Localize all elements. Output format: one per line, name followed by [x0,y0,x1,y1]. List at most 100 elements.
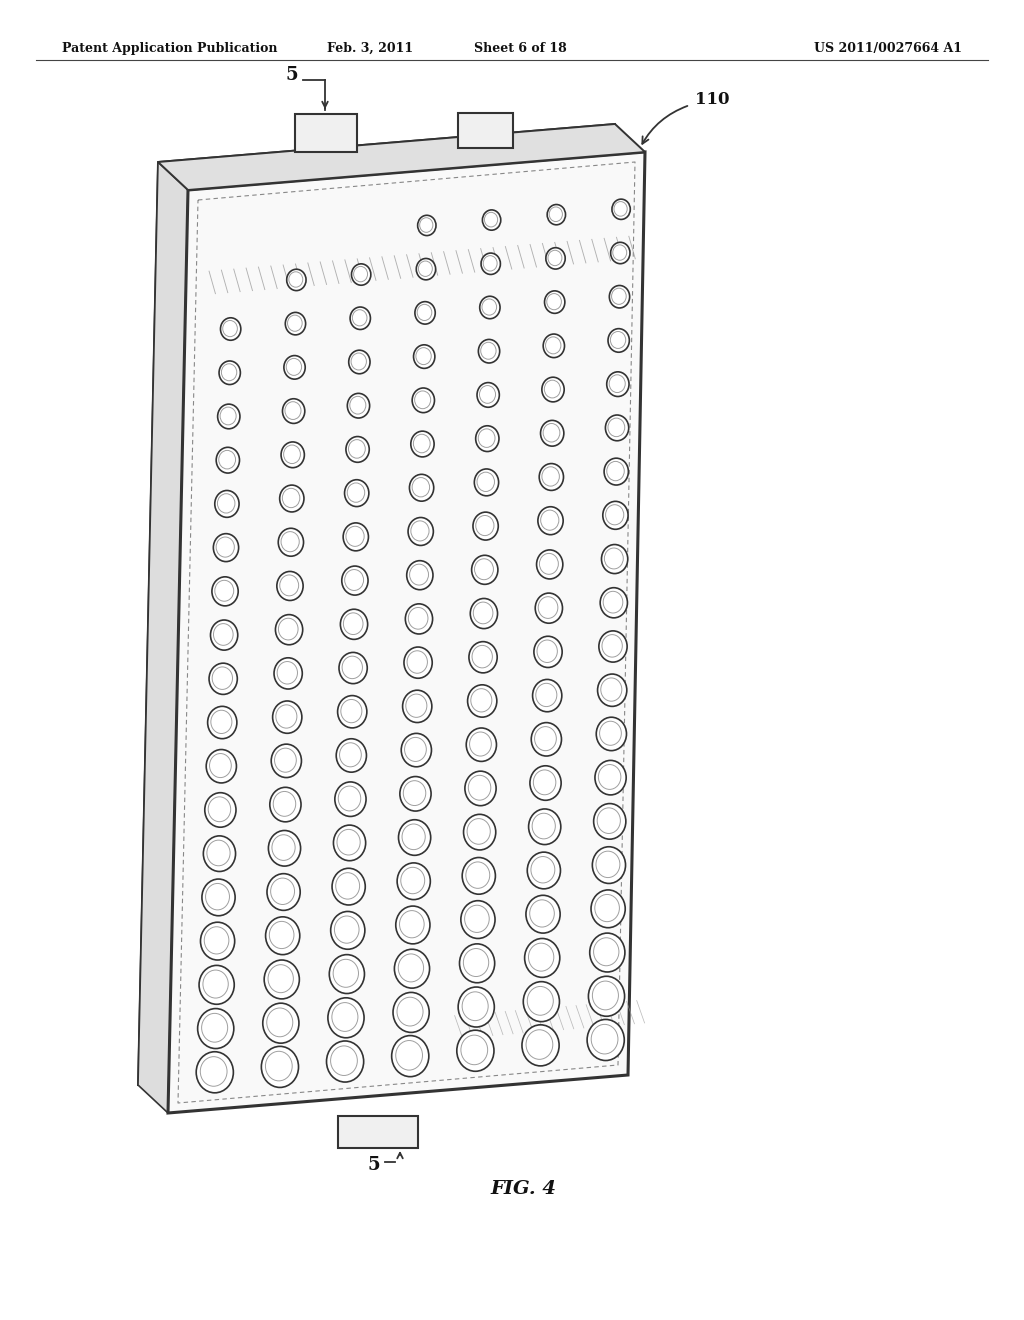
Ellipse shape [397,863,430,900]
Ellipse shape [402,690,432,722]
Ellipse shape [220,318,241,341]
Ellipse shape [275,615,303,644]
Ellipse shape [606,372,629,396]
Ellipse shape [541,420,564,446]
Ellipse shape [460,944,495,983]
Ellipse shape [281,442,304,467]
Ellipse shape [478,339,500,363]
Ellipse shape [401,734,431,767]
Ellipse shape [393,993,429,1032]
Ellipse shape [457,1030,494,1072]
Ellipse shape [351,264,371,285]
Ellipse shape [464,814,496,850]
Polygon shape [138,124,615,1085]
Ellipse shape [218,404,240,429]
Ellipse shape [211,620,238,651]
Ellipse shape [286,313,305,335]
Ellipse shape [406,603,432,634]
Ellipse shape [219,360,241,384]
Ellipse shape [276,572,303,601]
Ellipse shape [339,652,368,684]
Ellipse shape [600,587,628,618]
Ellipse shape [212,577,239,606]
Ellipse shape [331,911,365,949]
Ellipse shape [413,388,434,413]
Ellipse shape [545,290,565,313]
Ellipse shape [280,484,304,512]
Ellipse shape [610,243,630,264]
Ellipse shape [595,760,626,795]
Ellipse shape [609,285,630,308]
Ellipse shape [527,853,560,888]
Ellipse shape [470,598,498,628]
Ellipse shape [418,215,436,235]
Ellipse shape [272,701,302,734]
Ellipse shape [474,469,499,496]
Ellipse shape [268,830,301,866]
Ellipse shape [216,447,240,473]
Ellipse shape [338,696,367,727]
Text: 110: 110 [695,91,729,108]
FancyBboxPatch shape [458,114,513,148]
Ellipse shape [269,787,301,822]
Ellipse shape [612,199,631,219]
Ellipse shape [479,296,500,318]
Ellipse shape [481,253,501,275]
Ellipse shape [202,879,236,916]
Ellipse shape [198,1008,233,1048]
Polygon shape [158,124,645,190]
Ellipse shape [587,1019,625,1060]
Ellipse shape [399,776,431,810]
Text: 5: 5 [368,1156,380,1173]
Ellipse shape [414,345,435,368]
Ellipse shape [591,890,626,928]
Ellipse shape [330,954,365,994]
Ellipse shape [274,657,302,689]
Ellipse shape [543,334,564,358]
Text: Feb. 3, 2011: Feb. 3, 2011 [327,42,413,55]
Ellipse shape [482,210,501,230]
Ellipse shape [409,517,433,545]
Ellipse shape [468,685,497,717]
Ellipse shape [528,809,561,845]
Ellipse shape [204,836,236,871]
Ellipse shape [411,432,434,457]
Ellipse shape [264,960,299,999]
Ellipse shape [394,949,430,989]
Ellipse shape [604,458,629,484]
Ellipse shape [462,858,496,894]
Text: FIG. 4: FIG. 4 [490,1180,556,1199]
FancyBboxPatch shape [338,1115,418,1148]
Ellipse shape [590,933,625,972]
Ellipse shape [206,750,237,783]
Ellipse shape [279,528,303,556]
Ellipse shape [267,874,300,911]
Ellipse shape [542,378,564,401]
Ellipse shape [349,350,370,374]
Ellipse shape [340,610,368,639]
Ellipse shape [215,491,239,517]
Ellipse shape [287,269,306,290]
Ellipse shape [209,663,238,694]
Ellipse shape [540,463,563,491]
Ellipse shape [523,982,559,1022]
Ellipse shape [526,895,560,933]
Ellipse shape [332,869,366,906]
Ellipse shape [347,393,370,418]
Ellipse shape [343,523,369,550]
Ellipse shape [407,561,433,590]
Ellipse shape [477,383,500,408]
Ellipse shape [395,906,430,944]
Ellipse shape [547,205,565,224]
Ellipse shape [197,1052,233,1093]
Ellipse shape [599,631,627,663]
Text: Patent Application Publication: Patent Application Publication [62,42,278,55]
Ellipse shape [466,729,497,762]
Ellipse shape [592,846,626,883]
Ellipse shape [201,923,234,960]
Polygon shape [138,162,188,1113]
Ellipse shape [335,781,366,817]
Ellipse shape [536,593,562,623]
Text: US 2011/0027664 A1: US 2011/0027664 A1 [814,42,962,55]
Ellipse shape [469,642,498,673]
